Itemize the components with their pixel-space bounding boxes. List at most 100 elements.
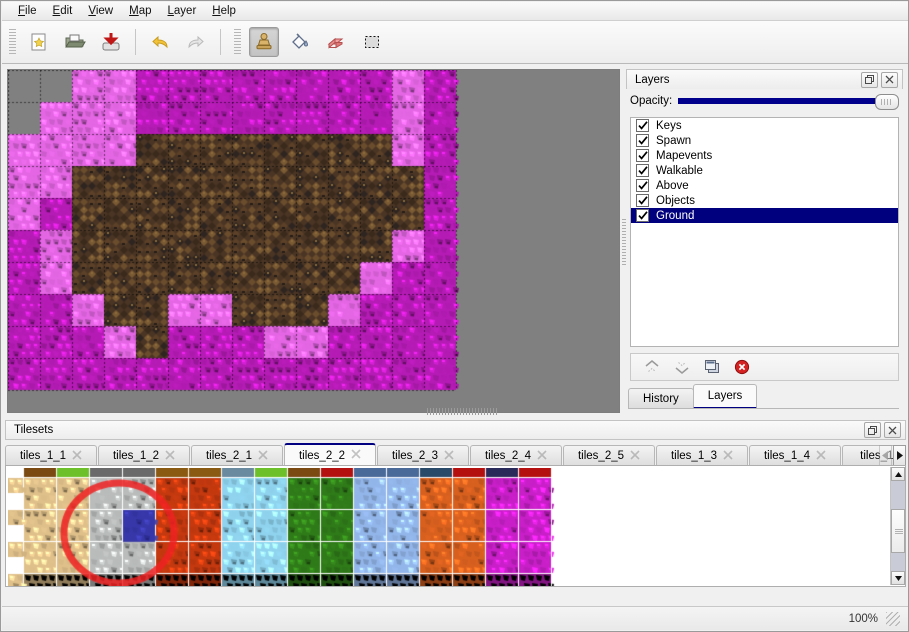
tools-grip[interactable]	[234, 29, 241, 55]
layer-name: Objects	[656, 194, 695, 207]
slider-handle[interactable]	[875, 94, 899, 110]
menu-item-file[interactable]: File	[18, 5, 37, 17]
float-window-icon[interactable]	[864, 422, 881, 438]
layer-visibility-checkbox[interactable]	[636, 134, 649, 147]
opacity-slider[interactable]	[678, 93, 899, 110]
tileset-tab-label: tiles_2_5	[577, 450, 625, 462]
menu-item-help[interactable]: Help	[212, 5, 236, 17]
tileset-tab-scroll-buttons	[878, 442, 906, 466]
tileset-tab-tiles_2_5[interactable]: tiles_2_5	[563, 445, 655, 466]
move-layer-up-button[interactable]	[639, 356, 665, 378]
layer-visibility-checkbox[interactable]	[636, 209, 649, 222]
map-tiles-surface[interactable]	[8, 70, 619, 412]
close-x-icon[interactable]	[351, 449, 361, 462]
tilesets-dock-title: Tilesets	[14, 424, 54, 436]
layer-visibility-checkbox[interactable]	[636, 149, 649, 162]
layer-name: Keys	[656, 119, 682, 132]
delete-layer-button[interactable]	[729, 356, 755, 378]
layer-visibility-checkbox[interactable]	[636, 119, 649, 132]
layer-name: Ground	[656, 209, 695, 222]
layers-dock-title-bar: Layers	[626, 69, 903, 89]
triangle-left-icon[interactable]	[879, 445, 892, 466]
tileset-palette[interactable]	[5, 465, 906, 587]
map-canvas[interactable]	[7, 69, 620, 413]
menu-item-edit[interactable]: Edit	[52, 5, 73, 17]
layers-dock-title: Layers	[635, 73, 670, 86]
layer-action-buttons	[630, 353, 899, 381]
float-window-icon[interactable]	[861, 71, 878, 88]
tileset-tab-tiles_2_4[interactable]: tiles_2_4	[470, 445, 562, 466]
menu-item-map[interactable]: Map	[129, 5, 152, 17]
splitter-grip[interactable]	[622, 219, 626, 265]
close-x-icon[interactable]	[258, 449, 268, 463]
layer-visibility-checkbox[interactable]	[636, 164, 649, 177]
open-map-button[interactable]	[60, 27, 90, 57]
close-x-icon[interactable]	[816, 449, 826, 463]
layer-name: Spawn	[656, 134, 692, 147]
layer-list-item[interactable]: Above	[631, 178, 898, 193]
layer-list-item[interactable]: Ground	[631, 208, 898, 223]
tileset-tab-tiles_2_1[interactable]: tiles_2_1	[191, 445, 283, 466]
layer-list-item[interactable]: Mapevents	[631, 148, 898, 163]
dock-tab-history[interactable]: History	[628, 388, 694, 409]
menu-bar: File Edit View Map Layer Help	[2, 2, 908, 21]
tileset-tab-tiles_1_2[interactable]: tiles_1_2	[98, 445, 190, 466]
tileset-tab-tiles_1_[interactable]: tiles_1_	[842, 445, 906, 466]
triangle-right-icon[interactable]	[893, 445, 906, 466]
save-map-button[interactable]	[96, 27, 126, 57]
scroll-grip[interactable]	[427, 408, 497, 415]
canvas-dock-splitter[interactable]	[621, 69, 627, 413]
close-x-icon[interactable]	[165, 449, 175, 463]
tileset-tab-bar: tiles_1_1 tiles_1_2 tiles_2_1 tiles_2_2 tile…	[5, 442, 906, 466]
scroll-up-button[interactable]	[891, 467, 905, 481]
close-x-icon[interactable]	[537, 449, 547, 463]
layer-list[interactable]: Keys Spawn Mapevents Walkable Above Objects Gr…	[630, 117, 899, 347]
canvas-horizontal-scrollbar[interactable]	[7, 407, 620, 416]
tileset-tab-label: tiles_2_4	[484, 450, 532, 462]
menu-item-layer[interactable]: Layer	[167, 5, 197, 17]
layer-list-item[interactable]: Walkable	[631, 163, 898, 178]
close-x-icon[interactable]	[723, 449, 733, 463]
tilesets-dock: Tilesets tiles_1_1 tiles_1_2 tiles_2_1 tile…	[5, 420, 906, 605]
eraser-tool-button[interactable]	[321, 27, 351, 57]
tileset-vertical-scrollbar[interactable]	[890, 467, 905, 585]
duplicate-layer-button[interactable]	[699, 356, 725, 378]
menu-item-view[interactable]: View	[88, 5, 114, 17]
tileset-tab-tiles_2_2[interactable]: tiles_2_2	[284, 443, 376, 466]
stamp-tool-button[interactable]	[249, 27, 279, 57]
dock-tab-underline	[628, 408, 899, 409]
layer-name: Above	[656, 179, 689, 192]
layer-name: Walkable	[656, 164, 703, 177]
layer-list-item[interactable]: Keys	[631, 118, 898, 133]
scroll-down-button[interactable]	[891, 571, 905, 585]
redo-button[interactable]	[181, 27, 211, 57]
close-x-icon[interactable]	[72, 449, 82, 463]
slider-fill	[678, 98, 897, 104]
close-icon[interactable]	[881, 71, 898, 88]
close-icon[interactable]	[884, 422, 901, 438]
scrollbar-thumb[interactable]	[891, 509, 905, 553]
dock-tab-layers[interactable]: Layers	[692, 384, 758, 409]
undo-button[interactable]	[145, 27, 175, 57]
layer-list-item[interactable]: Objects	[631, 193, 898, 208]
tileset-tab-tiles_1_3[interactable]: tiles_1_3	[656, 445, 748, 466]
tileset-tiles-surface[interactable]	[8, 468, 888, 586]
opacity-control: Opacity:	[626, 89, 903, 113]
close-x-icon[interactable]	[444, 449, 454, 463]
tileset-tab-tiles_1_1[interactable]: tiles_1_1	[5, 445, 97, 466]
resize-grip-icon[interactable]	[886, 611, 900, 626]
select-tool-button[interactable]	[357, 27, 387, 57]
tileset-tab-label: tiles_1_2	[112, 450, 160, 462]
move-layer-down-button[interactable]	[669, 356, 695, 378]
new-map-button[interactable]	[24, 27, 54, 57]
close-x-icon[interactable]	[630, 449, 640, 463]
layer-visibility-checkbox[interactable]	[636, 179, 649, 192]
toolbar-grip[interactable]	[9, 29, 16, 55]
layer-visibility-checkbox[interactable]	[636, 194, 649, 207]
layer-list-item[interactable]: Spawn	[631, 133, 898, 148]
layer-name: Mapevents	[656, 149, 713, 162]
fill-tool-button[interactable]	[285, 27, 315, 57]
tileset-tab-tiles_1_4[interactable]: tiles_1_4	[749, 445, 841, 466]
status-bar: 100%	[2, 606, 908, 630]
tileset-tab-tiles_2_3[interactable]: tiles_2_3	[377, 445, 469, 466]
